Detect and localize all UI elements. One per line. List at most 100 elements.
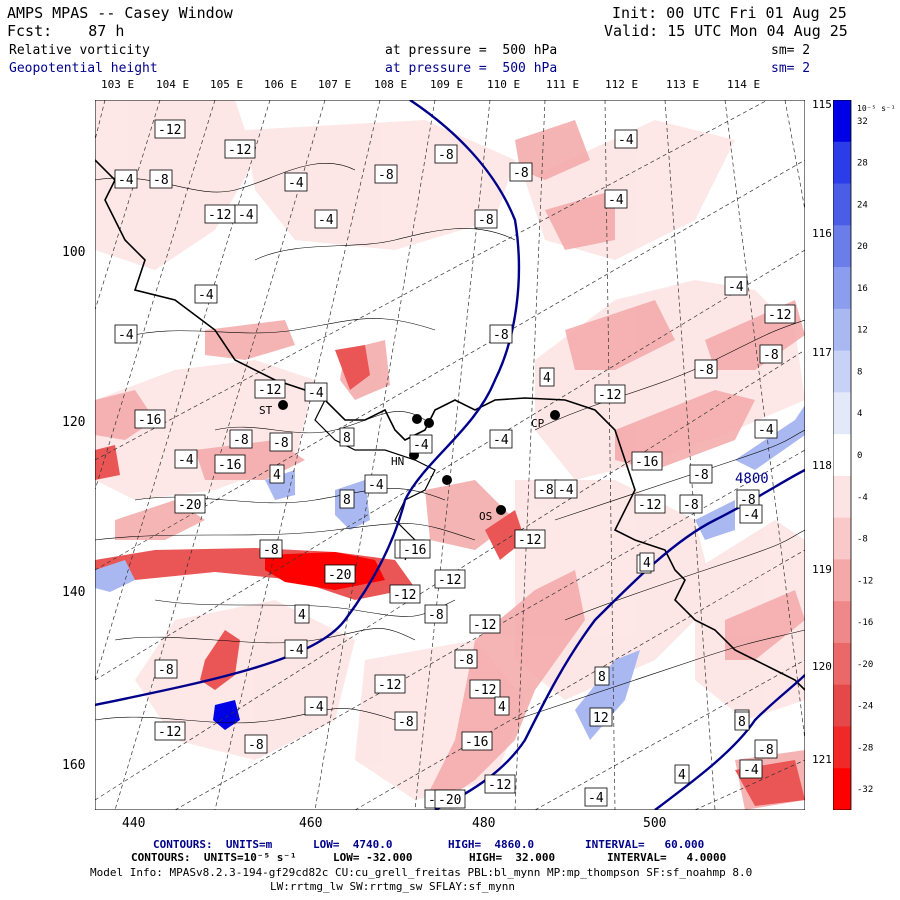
contour-label: -20 [178, 498, 201, 513]
field2-name: Geopotential height [9, 61, 158, 76]
contour-label: -8 [263, 543, 279, 558]
contour-label-box [154, 721, 186, 741]
colorbar-label: 32 [857, 117, 868, 127]
contour-label-box [409, 434, 433, 454]
contour-label: -4 [368, 478, 384, 493]
contour-label: -8 [428, 608, 444, 623]
coastline [95, 159, 805, 691]
colorbar-label: -24 [857, 702, 873, 712]
station-marker [496, 505, 506, 515]
contour-label-box [154, 659, 178, 679]
contour-label-box [434, 789, 466, 809]
contour-label-box [694, 359, 718, 379]
contour-label-box [494, 696, 510, 716]
lon-label: 106 E [264, 78, 298, 91]
colorbar-swatch [833, 350, 851, 393]
contour-label-box [461, 731, 493, 751]
contour-label-box [294, 604, 310, 624]
contour-label: -4 [288, 643, 304, 658]
contour-label-box [539, 367, 555, 387]
contour-label: 12 [593, 711, 609, 726]
contour-label: -8 [683, 498, 699, 513]
colorbar: 32 28 24 20 16 12 8 4 0 -4 -8 -12 -16 -20 -24 -28 -32 10… [833, 100, 896, 810]
colorbar-swatch [833, 517, 851, 560]
colorbar-swatch [833, 642, 851, 686]
contour-label: 8 [343, 493, 351, 508]
colorbar-label: 24 [857, 200, 868, 210]
contour-label-box [114, 324, 138, 344]
contour-label: -4 [728, 280, 744, 295]
x-tick-label: 480 [472, 816, 496, 831]
x-tick-label: 500 [643, 816, 667, 831]
contour-label: -16 [403, 543, 426, 558]
contour-label: -4 [198, 288, 214, 303]
contour-label: -4 [493, 433, 509, 448]
contour-label: -4 [618, 133, 634, 148]
station-marker [424, 418, 434, 428]
colorbar-label: 28 [857, 159, 868, 169]
contour-label: -12 [768, 308, 791, 323]
colorbar-swatch [833, 559, 851, 602]
contour-label: -8 [513, 166, 529, 181]
contour-label: -4 [238, 208, 254, 223]
contour-label-box [469, 679, 501, 699]
colorbar-label: -32 [857, 785, 873, 795]
contour-label: -8 [153, 173, 169, 188]
contour-label-box [474, 209, 498, 229]
contour-label: -4 [558, 483, 574, 498]
contour-label: 4 [543, 371, 551, 386]
colorbar-label: 12 [857, 326, 868, 336]
lon-label: 108 E [374, 78, 408, 91]
contour-label-box [759, 344, 783, 364]
map-title: AMPS MPAS -- Casey Window [7, 4, 233, 22]
contour-label: -8 [763, 348, 779, 363]
contour-label-box [389, 584, 421, 604]
contour-label-box [679, 494, 703, 514]
valid-time: Valid: 15 UTC Mon 04 Aug 25 [604, 22, 848, 40]
contour-label: -12 [393, 588, 416, 603]
contour-label: -8 [248, 738, 264, 753]
contour-label-box [594, 384, 626, 404]
contour-label: -4 [413, 438, 429, 453]
contour-label: -12 [158, 123, 181, 138]
contour-label-box [229, 429, 253, 449]
colorbar-label: -8 [857, 535, 868, 545]
contour-label: -12 [518, 533, 541, 548]
lon-label: 113 E [666, 78, 700, 91]
contour-label: -4 [288, 176, 304, 191]
contour-label: -8 [478, 213, 494, 228]
init-time: Init: 00 UTC Fri 01 Aug 25 [612, 4, 847, 22]
field1-level: at pressure = 500 hPa [385, 43, 558, 58]
contour-label: -16 [635, 455, 658, 470]
contour-label-box [214, 454, 246, 474]
station-label: OS [479, 510, 492, 523]
station-marker [412, 414, 422, 424]
contour-label-box [754, 739, 778, 759]
model-info-physics: LW:rrtmg_lw SW:rrtmg_sw SFLAY:sf_mynn [270, 880, 516, 893]
lon-label: 105 E [210, 78, 244, 91]
contour-label: -16 [138, 413, 161, 428]
contour-label: -8 [493, 328, 509, 343]
colorbar-label: -28 [857, 743, 873, 753]
contour-label: -12 [473, 683, 496, 698]
contour-label: -12 [638, 498, 661, 513]
contour-label: -12 [228, 143, 251, 158]
contour-label: -16 [218, 458, 241, 473]
contour-label: -16 [465, 735, 488, 750]
lon-label: 107 E [318, 78, 352, 91]
contour-label-box [154, 119, 186, 139]
contours-height-prefix: CONTOURS: UNITS=m [153, 838, 273, 851]
contour-label: -12 [488, 778, 511, 793]
contour-label-box [674, 764, 690, 784]
contour-label-box [489, 324, 513, 344]
lon-label: 112 E [605, 78, 639, 91]
contour-label-box [259, 539, 283, 559]
contour-label: -4 [308, 700, 324, 715]
contour-label: -8 [378, 168, 394, 183]
contour-label-box [374, 164, 398, 184]
contour-label: 4 [643, 556, 651, 571]
station-label: CP [531, 417, 545, 430]
contour-label: -8 [233, 433, 249, 448]
contour-label-box [224, 139, 256, 159]
contour-label: -8 [273, 436, 289, 451]
